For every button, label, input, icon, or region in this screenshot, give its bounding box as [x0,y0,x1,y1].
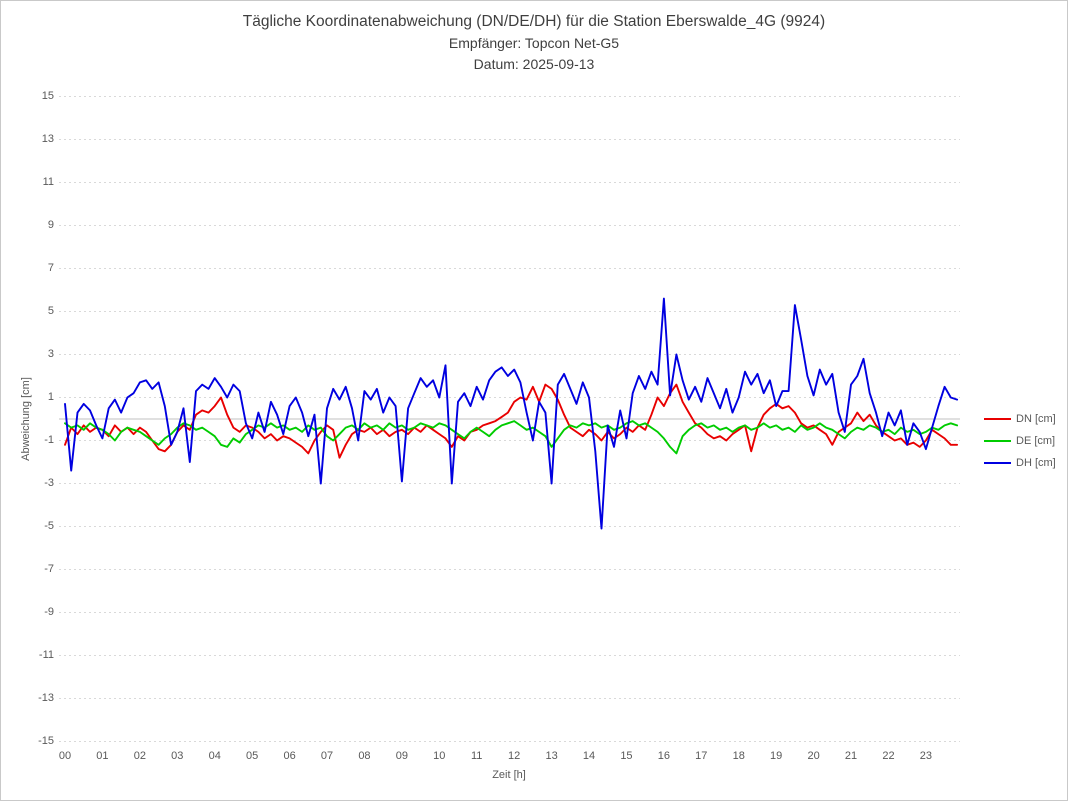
x-tick-label: 21 [844,750,858,762]
y-tick-label: -9 [44,605,54,618]
x-tick-label: 00 [58,750,72,762]
x-tick-label: 18 [732,750,745,762]
y-tick-label: -5 [44,519,54,532]
series-line-dn [64,383,959,459]
gridlines [59,96,960,742]
series-line-de [64,420,959,455]
y-tick-label: -13 [38,691,54,704]
chart-subtitle-date: Datum: 2025-09-13 [473,56,595,72]
x-tick-label: 16 [657,750,670,762]
x-tick-label: 22 [882,750,895,762]
x-axis-title: Zeit [h] [492,769,526,781]
y-tick-label: 7 [47,261,54,274]
y-axis-title: Abweichung [cm] [20,377,32,461]
legend-label: DE [cm] [1016,435,1056,447]
x-tick-label: 05 [246,750,259,762]
x-tick-label: 11 [471,750,483,762]
y-tick-label: -1 [44,433,54,446]
y-tick-label: -3 [44,476,54,489]
legend: DN [cm] DE [cm] DH [cm] [984,408,1056,474]
y-tick-label: 3 [47,347,54,360]
x-tick-label: 06 [283,750,296,762]
chart-subtitle-receiver: Empfänger: Topcon Net-G5 [448,35,620,51]
legend-line-swatch [984,418,1011,420]
y-tick-label: 1 [47,390,54,403]
x-tick-label: 19 [770,750,783,762]
x-tick-label: 07 [320,750,334,762]
x-tick-label: 08 [358,750,371,762]
chart-title: Tägliche Koordinatenabweichung (DN/DE/DH… [242,13,826,30]
x-tick-label: 12 [508,750,521,762]
legend-line-swatch [984,440,1011,442]
x-tick-label: 17 [695,750,708,762]
chart-title-block: Tägliche Koordinatenabweichung (DN/DE/DH… [1,10,1067,75]
legend-label: DH [cm] [1016,457,1056,469]
legend-label: DN [cm] [1016,413,1056,425]
y-tick-label: 13 [41,132,54,145]
x-tick-label: 01 [96,750,109,762]
y-tick-label: 15 [41,89,54,102]
x-tick-label: 10 [433,750,446,762]
x-tick-label: 15 [620,750,633,762]
x-tick-label: 20 [807,750,820,762]
series-line-dh [64,297,959,530]
x-tick-label: 09 [395,750,408,762]
x-tick-label: 14 [582,750,596,762]
x-tick-label: 03 [171,750,184,762]
legend-line-swatch [984,462,1011,464]
y-tick-label: 9 [47,218,54,231]
y-tick-label: -7 [44,562,54,575]
y-tick-label: -11 [38,648,54,661]
legend-item-dh: DH [cm] [984,452,1056,474]
series-lines [64,297,959,530]
x-tick-label: 23 [919,750,932,762]
y-tick-label: 11 [42,175,54,188]
legend-item-de: DE [cm] [984,430,1056,452]
x-tick-label: 04 [208,750,221,762]
legend-item-dn: DN [cm] [984,408,1056,430]
y-tick-label: 5 [47,304,54,317]
y-tick-label: -15 [38,734,54,747]
x-tick-label: 13 [545,750,558,762]
x-tick-label: 02 [133,750,146,762]
